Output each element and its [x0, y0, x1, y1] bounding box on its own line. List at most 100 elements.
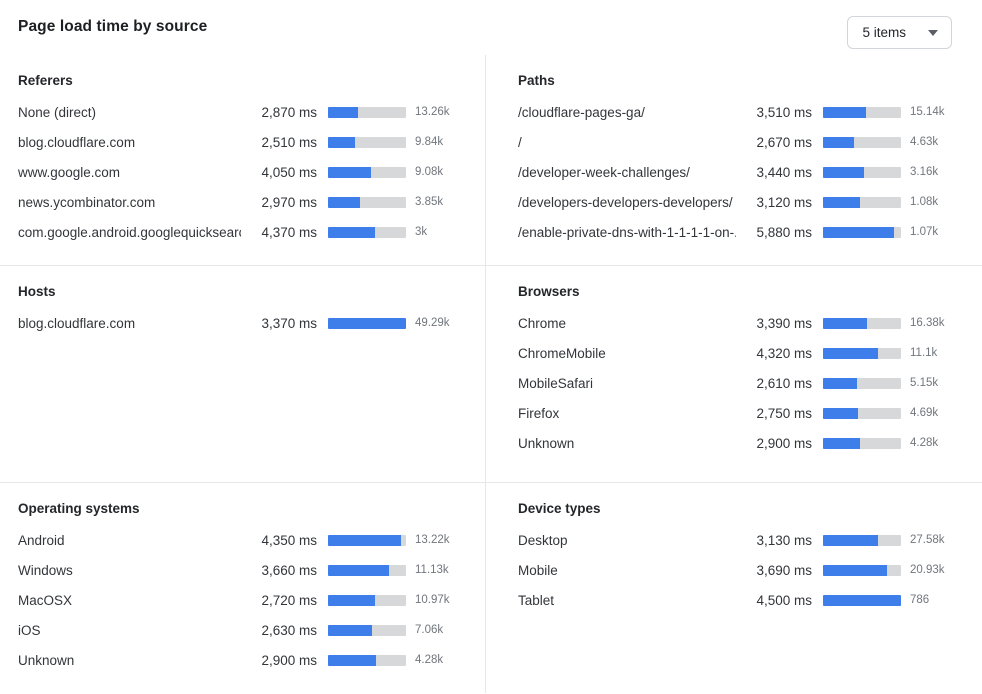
row-label: Tablet — [518, 592, 555, 608]
table-row[interactable]: None (direct) 2,870 ms 13.26k — [18, 97, 467, 127]
row-visit-count: 9.08k — [415, 166, 444, 178]
load-time-bar — [823, 347, 901, 359]
table-row[interactable]: MobileSafari 2,610 ms 5.15k — [518, 368, 962, 398]
section-paths: Paths /cloudflare-pages-ga/ 3,510 ms 15.… — [486, 55, 982, 266]
table-row[interactable]: blog.cloudflare.com 2,510 ms 9.84k — [18, 127, 467, 157]
table-row[interactable]: Tablet 4,500 ms 786 — [518, 585, 962, 615]
row-visit-count: 49.29k — [415, 317, 450, 329]
load-time-bar-fill — [823, 564, 887, 576]
load-time-bar-fill — [823, 196, 861, 208]
row-load-time: 4,050 ms — [261, 164, 317, 180]
row-visit-count: 3.16k — [910, 166, 939, 178]
section-title: Hosts — [18, 284, 56, 299]
load-time-bar — [823, 226, 901, 238]
load-time-bar — [328, 594, 406, 606]
row-visit-count: 1.08k — [910, 196, 939, 208]
row-label: blog.cloudflare.com — [18, 134, 136, 150]
section-referers: Referers None (direct) 2,870 ms 13.26k b… — [0, 55, 486, 266]
table-row[interactable]: /developer-week-challenges/ 3,440 ms 3.1… — [518, 157, 962, 187]
page-title: Page load time by source — [18, 18, 208, 35]
load-time-bar-fill — [328, 624, 372, 636]
row-label: Unknown — [518, 435, 575, 451]
table-row[interactable]: ChromeMobile 4,320 ms 11.1k — [518, 338, 962, 368]
row-load-time: 3,130 ms — [756, 532, 812, 548]
row-load-time: 3,390 ms — [756, 315, 812, 331]
row-visit-count: 13.26k — [415, 106, 450, 118]
row-load-time: 2,970 ms — [261, 194, 317, 210]
table-row[interactable]: /developers-developers-developers/ 3,120… — [518, 187, 962, 217]
load-time-bar — [328, 534, 406, 546]
chevron-down-icon — [928, 30, 938, 36]
row-load-time: 2,870 ms — [261, 104, 317, 120]
section-title: Referers — [18, 73, 73, 88]
table-row[interactable]: Unknown 2,900 ms 4.28k — [518, 428, 962, 458]
row-load-time: 2,630 ms — [261, 622, 317, 638]
table-row[interactable]: Unknown 2,900 ms 4.28k — [18, 645, 467, 675]
load-time-bar-fill — [823, 437, 860, 449]
table-row[interactable]: blog.cloudflare.com 3,370 ms 49.29k — [18, 308, 467, 338]
row-visit-count: 1.07k — [910, 226, 939, 238]
row-label: news.ycombinator.com — [18, 194, 156, 210]
table-row[interactable]: Desktop 3,130 ms 27.58k — [518, 525, 962, 555]
items-count-dropdown[interactable]: 5 items — [847, 16, 952, 49]
table-row[interactable]: /enable-private-dns-with-1-1-1-1-on-... … — [518, 217, 962, 247]
load-time-bar — [328, 654, 406, 666]
table-row[interactable]: www.google.com 4,050 ms 9.08k — [18, 157, 467, 187]
row-load-time: 5,880 ms — [756, 224, 812, 240]
row-load-time: 2,510 ms — [261, 134, 317, 150]
row-visit-count: 9.84k — [415, 136, 444, 148]
row-label: Mobile — [518, 562, 558, 578]
load-time-bar-fill — [823, 317, 868, 329]
load-time-bar-fill — [823, 407, 859, 419]
row-load-time: 3,120 ms — [756, 194, 812, 210]
row-visit-count: 10.97k — [415, 594, 450, 606]
table-row[interactable]: Windows 3,660 ms 11.13k — [18, 555, 467, 585]
load-time-bar — [328, 166, 406, 178]
section-rows: None (direct) 2,870 ms 13.26k blog.cloud… — [18, 97, 467, 247]
table-row[interactable]: / 2,670 ms 4.63k — [518, 127, 962, 157]
row-label: /developers-developers-developers/ — [518, 194, 733, 210]
row-visit-count: 4.69k — [910, 407, 939, 419]
sections-grid: Referers None (direct) 2,870 ms 13.26k b… — [0, 55, 982, 693]
row-label: None (direct) — [18, 104, 97, 120]
load-time-bar — [823, 106, 901, 118]
row-load-time: 3,440 ms — [756, 164, 812, 180]
load-time-bar-fill — [823, 347, 879, 359]
table-row[interactable]: Android 4,350 ms 13.22k — [18, 525, 467, 555]
load-time-bar-fill — [823, 106, 866, 118]
load-time-bar — [823, 564, 901, 576]
row-visit-count: 5.15k — [910, 377, 939, 389]
load-time-bar — [823, 317, 901, 329]
table-row[interactable]: MacOSX 2,720 ms 10.97k — [18, 585, 467, 615]
row-load-time: 2,750 ms — [756, 405, 812, 421]
load-time-bar — [823, 437, 901, 449]
panel-header: Page load time by source 5 items — [0, 0, 982, 55]
table-row[interactable]: news.ycombinator.com 2,970 ms 3.85k — [18, 187, 467, 217]
load-time-bar-fill — [328, 226, 375, 238]
row-visit-count: 4.28k — [910, 437, 939, 449]
row-label: Firefox — [518, 405, 560, 421]
table-row[interactable]: Firefox 2,750 ms 4.69k — [518, 398, 962, 428]
load-time-bar — [823, 196, 901, 208]
row-label: MobileSafari — [518, 375, 594, 391]
row-load-time: 2,720 ms — [261, 592, 317, 608]
row-load-time: 2,670 ms — [756, 134, 812, 150]
table-row[interactable]: Chrome 3,390 ms 16.38k — [518, 308, 962, 338]
section-operating-systems: Operating systems Android 4,350 ms 13.22… — [0, 483, 486, 693]
row-load-time: 3,370 ms — [261, 315, 317, 331]
row-label: ChromeMobile — [518, 345, 606, 361]
row-label: iOS — [18, 622, 41, 638]
row-load-time: 3,660 ms — [261, 562, 317, 578]
load-time-bar-fill — [823, 166, 865, 178]
section-rows: blog.cloudflare.com 3,370 ms 49.29k — [18, 308, 467, 338]
row-label: Unknown — [18, 652, 75, 668]
load-time-bar — [328, 196, 406, 208]
row-load-time: 4,500 ms — [756, 592, 812, 608]
row-visit-count: 4.28k — [415, 654, 444, 666]
row-label: com.google.android.googlequicksearc... — [18, 224, 241, 240]
table-row[interactable]: Mobile 3,690 ms 20.93k — [518, 555, 962, 585]
table-row[interactable]: com.google.android.googlequicksearc... 4… — [18, 217, 467, 247]
table-row[interactable]: /cloudflare-pages-ga/ 3,510 ms 15.14k — [518, 97, 962, 127]
table-row[interactable]: iOS 2,630 ms 7.06k — [18, 615, 467, 645]
